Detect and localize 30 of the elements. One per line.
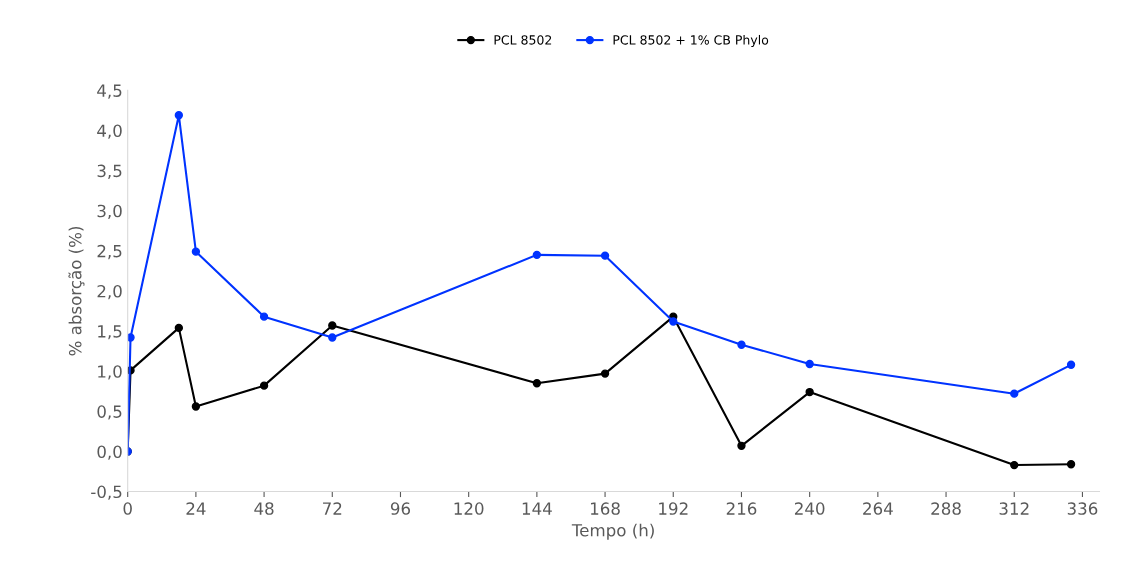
x-tick-label: 96 [390,502,411,515]
y-tick-label: -0,5 [91,485,122,500]
x-tick-label: 264 [863,502,893,515]
x-tick-label: 24 [186,502,206,515]
y-tick-label: 4,0 [97,124,122,139]
y-tick-label: 4,5 [97,84,122,99]
x-tick-label: 120 [454,502,484,515]
x-tick-label: 168 [590,502,620,515]
x-tick-label: 192 [659,502,688,515]
x-tick-label: 48 [254,502,274,515]
y-tick-label: 1,0 [98,365,122,380]
y-tick-label: 3,5 [97,164,122,179]
x-tick-label: 312 [999,502,1029,515]
x-tick-label: 288 [931,502,961,515]
x-tick-label: 144 [522,502,552,515]
x-axis-title: Tempo (h) [571,523,654,540]
y-tick-label: 0,5 [97,405,122,420]
x-tick-label: 0 [123,502,132,515]
y-axis-title: % absorção (%) [68,226,85,356]
y-tick-label: 1,5 [98,325,122,340]
x-tick-label: 72 [323,502,342,515]
y-tick-label: 0,0 [97,445,122,460]
legend-label: PCL 8502 [494,35,552,45]
x-tick-label: 240 [794,502,825,515]
y-tick-label: 2,5 [97,244,122,260]
x-tick-label: 216 [726,502,757,515]
y-tick-label: 2,0 [97,284,122,300]
y-tick-label: 3,0 [97,204,122,220]
legend-label: PCL 8502 + 1% CB Phylo [613,34,769,48]
x-tick-label: 336 [1067,502,1098,515]
